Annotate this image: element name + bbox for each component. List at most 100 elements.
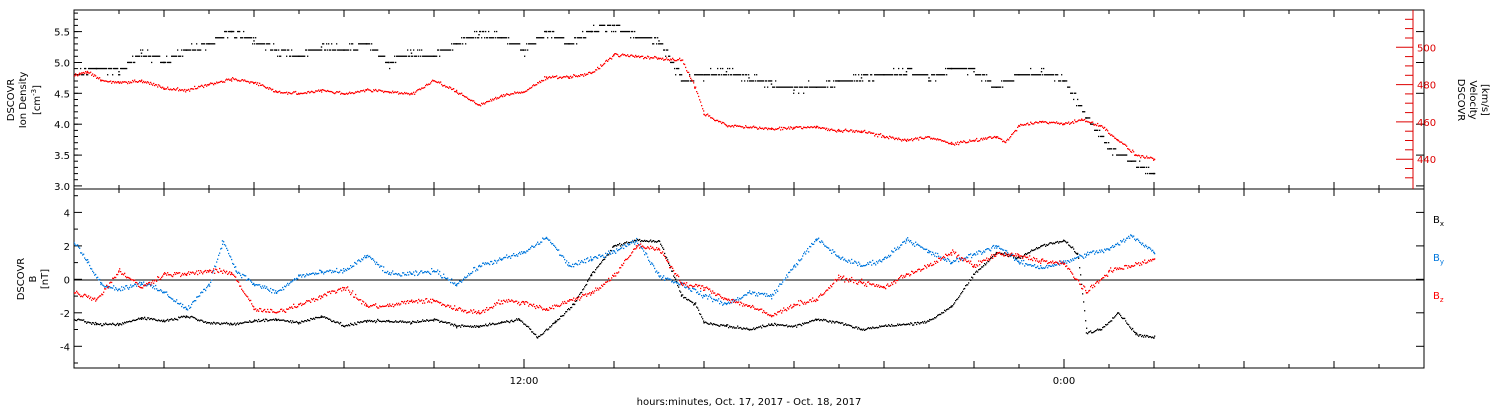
bz-point [285,312,286,313]
bx-point [474,325,475,326]
by-point [1069,262,1070,263]
by-point [513,253,514,254]
by-point [988,248,989,249]
bx-point [1130,328,1131,329]
ion-density-anchor-point [883,74,884,75]
by-point [1046,265,1047,266]
bx-point [1054,243,1055,244]
by-point [583,262,584,263]
bz-point [125,276,126,277]
by-point [746,294,747,295]
velocity-point [975,139,976,140]
bz-point [212,271,213,272]
velocity-anchor-point [253,82,254,83]
bz-point [255,308,256,309]
by-point [281,290,282,291]
velocity-point [990,136,991,137]
ion-density-point [451,43,452,44]
by-point [1125,240,1126,241]
ion-density-point [763,80,764,81]
velocity-point [665,59,666,60]
by-point [879,259,880,260]
bx-point [462,325,463,326]
ion-density-point [336,43,337,44]
velocity-point [692,80,693,81]
by-point [955,260,956,261]
bz-point [75,292,76,293]
bx-point [1083,301,1084,302]
by-anchor-point [906,239,907,240]
ion-density-point [526,43,527,44]
ion-density-point [802,87,803,88]
bz-point [262,311,263,312]
velocity-point [128,81,129,82]
bz-point [240,286,241,287]
velocity-anchor-point [366,90,367,91]
bx-point [306,321,307,322]
by-point [270,288,271,289]
ion-density-point [721,74,722,75]
bx-point [521,320,522,321]
velocity-point [513,93,514,94]
bz-point [251,303,252,304]
by-point [578,260,579,261]
by-point [579,264,580,265]
by-point [447,278,448,279]
velocity-point [397,91,398,92]
by-point [967,257,968,258]
bx-point [417,320,418,321]
bx-point [559,318,560,319]
ion-density-point [1107,148,1108,149]
by-point [227,250,228,251]
ion-density-point [808,80,809,81]
ion-density-anchor-point [1131,161,1132,162]
bx-point [922,321,923,322]
velocity-point [778,128,779,129]
velocity-point [249,83,250,84]
ion-density-point [461,37,462,38]
ion-density-point [581,37,582,38]
by-point [810,246,811,247]
ion-density-point [543,37,544,38]
velocity-point [448,88,449,89]
ion-density-point [146,56,147,57]
velocity-point [1133,151,1134,152]
bx-point [660,244,661,245]
bx-anchor-point [681,295,682,296]
bx-point [167,319,168,320]
ion-density-point [85,68,86,69]
velocity-point [444,85,445,86]
bz-point [182,273,183,274]
velocity-point [403,93,404,94]
ion-density-point [272,49,273,50]
velocity-anchor-point [298,93,299,94]
bx-point [692,302,693,303]
bx-point [1058,242,1059,243]
by-point [493,263,494,264]
ion-density-point [689,74,690,75]
bx-point [1120,315,1121,316]
by-point [751,293,752,294]
by-point [274,292,275,293]
ion-density-point [1077,99,1078,100]
by-point [633,242,634,243]
by-point [938,256,939,257]
bz-point [193,272,194,273]
by-point [905,243,906,244]
velocity-point [582,74,583,75]
bx-point [1072,247,1073,248]
by-point [871,264,872,265]
bx-point [1138,336,1139,337]
ion-density-point [1073,99,1074,100]
by-point [935,253,936,254]
bz-point [320,298,321,299]
by-anchor-point [433,270,434,271]
ion-density-point [1139,161,1140,162]
by-point [907,237,908,238]
ion-density-anchor-point [973,71,974,72]
velocity-point [703,110,704,111]
velocity-point [1030,122,1031,123]
velocity-point [215,83,216,84]
by-point [915,242,916,243]
ion-density-point [141,56,142,57]
